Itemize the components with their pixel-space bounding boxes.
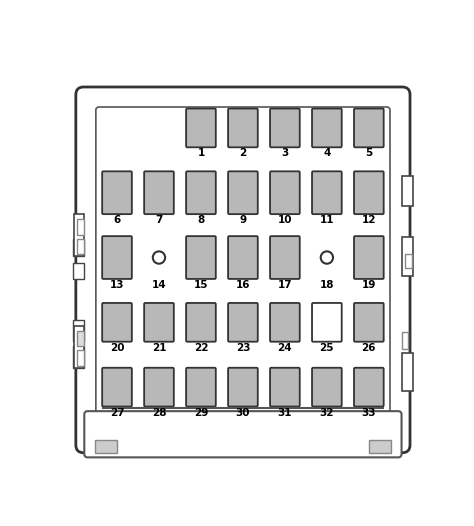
FancyBboxPatch shape [354,171,383,214]
Text: 4: 4 [323,148,330,158]
Bar [73,239,83,256]
Circle shape [321,251,333,264]
Text: 33: 33 [362,408,376,418]
Text: 7: 7 [155,215,163,225]
FancyBboxPatch shape [84,411,401,458]
Bar [73,347,83,368]
Text: 22: 22 [194,343,208,353]
Text: 2: 2 [239,148,246,158]
Text: 28: 28 [152,408,166,418]
Text: 26: 26 [362,343,376,353]
Bar [369,440,391,453]
Bar [77,350,83,366]
Bar [73,262,83,279]
Bar [402,237,413,276]
Text: 21: 21 [152,343,166,353]
FancyBboxPatch shape [144,303,174,342]
Bar [77,219,83,235]
Text: 5: 5 [365,148,373,158]
Text: 18: 18 [319,280,334,290]
Text: 12: 12 [362,215,376,225]
Text: 11: 11 [319,215,334,225]
FancyBboxPatch shape [228,368,258,407]
Bar [77,331,83,347]
FancyBboxPatch shape [354,303,383,342]
Bar [402,332,409,349]
FancyBboxPatch shape [312,368,342,407]
Text: 29: 29 [194,408,208,418]
Bar [74,214,83,256]
Bar [95,440,117,453]
FancyBboxPatch shape [312,303,342,342]
Text: 25: 25 [319,343,334,353]
FancyBboxPatch shape [270,108,300,147]
Text: 6: 6 [113,215,120,225]
Text: 31: 31 [278,408,292,418]
Text: 14: 14 [152,280,166,290]
Text: 17: 17 [278,280,292,290]
FancyBboxPatch shape [228,171,258,214]
Text: 10: 10 [278,215,292,225]
Text: 23: 23 [236,343,250,353]
Text: 30: 30 [236,408,250,418]
FancyBboxPatch shape [102,236,132,279]
Text: 13: 13 [110,280,124,290]
FancyBboxPatch shape [270,303,300,342]
Bar [402,176,413,206]
FancyBboxPatch shape [96,107,390,433]
Text: 1: 1 [197,148,205,158]
FancyBboxPatch shape [76,87,410,453]
Text: 20: 20 [110,343,124,353]
FancyBboxPatch shape [102,171,132,214]
FancyBboxPatch shape [186,236,216,279]
Text: 32: 32 [319,408,334,418]
FancyBboxPatch shape [270,236,300,279]
FancyBboxPatch shape [186,368,216,407]
Circle shape [153,251,165,264]
Bar [73,319,83,341]
FancyBboxPatch shape [102,368,132,407]
FancyBboxPatch shape [228,303,258,342]
FancyBboxPatch shape [312,171,342,214]
Text: 8: 8 [197,215,205,225]
Text: 16: 16 [236,280,250,290]
FancyBboxPatch shape [312,108,342,147]
FancyBboxPatch shape [354,236,383,279]
Text: 9: 9 [239,215,246,225]
Text: 15: 15 [194,280,208,290]
FancyBboxPatch shape [228,236,258,279]
Text: 3: 3 [281,148,289,158]
FancyBboxPatch shape [270,171,300,214]
Bar [77,239,83,254]
FancyBboxPatch shape [102,303,132,342]
FancyBboxPatch shape [354,108,383,147]
Bar [405,254,411,268]
FancyBboxPatch shape [186,303,216,342]
FancyBboxPatch shape [144,171,174,214]
Text: 27: 27 [109,408,124,418]
FancyBboxPatch shape [144,368,174,407]
FancyBboxPatch shape [270,368,300,407]
FancyBboxPatch shape [186,171,216,214]
Bar [402,352,413,391]
Text: 19: 19 [362,280,376,290]
Bar [74,326,83,368]
FancyBboxPatch shape [186,108,216,147]
FancyBboxPatch shape [354,368,383,407]
Text: 24: 24 [278,343,292,353]
FancyBboxPatch shape [228,108,258,147]
